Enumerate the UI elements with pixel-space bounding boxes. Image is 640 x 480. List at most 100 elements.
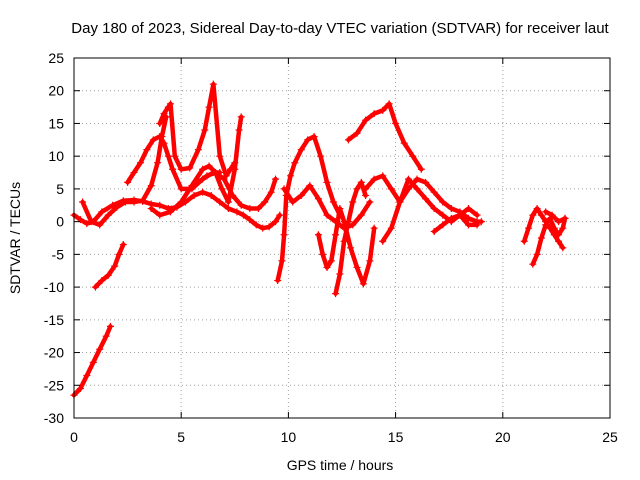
- data-point: [362, 116, 370, 124]
- data-point: [417, 165, 425, 173]
- data-point: [83, 371, 91, 379]
- data-point: [169, 165, 177, 173]
- y-tick-label: 25: [48, 50, 64, 66]
- y-tick-label: 10: [48, 148, 64, 164]
- x-tick-label: 5: [177, 429, 185, 445]
- data-point: [409, 152, 417, 160]
- data-point: [379, 106, 387, 114]
- x-tick-label: 20: [495, 429, 511, 445]
- series-arc-a: [70, 322, 114, 399]
- data-point: [76, 216, 84, 224]
- data-point: [160, 139, 168, 147]
- data-point: [96, 221, 104, 229]
- data-point: [212, 169, 220, 177]
- data-point: [537, 234, 545, 242]
- data-point: [104, 211, 112, 219]
- data-point: [209, 80, 217, 88]
- x-tick-label: 0: [70, 429, 78, 445]
- data-point: [357, 178, 365, 186]
- data-point: [370, 224, 378, 232]
- data-point: [422, 178, 430, 186]
- data-point: [199, 188, 207, 196]
- data-point: [224, 205, 232, 213]
- data-point: [520, 237, 528, 245]
- data-point: [265, 223, 273, 231]
- series-line: [333, 180, 368, 296]
- series-line: [346, 101, 424, 172]
- data-point: [119, 241, 127, 249]
- data-point: [216, 198, 224, 206]
- data-point: [387, 185, 395, 193]
- data-point: [548, 211, 556, 219]
- data-point: [224, 198, 232, 206]
- y-tick-label: 20: [48, 83, 64, 99]
- data-point: [205, 162, 213, 170]
- data-point: [237, 113, 245, 121]
- data-point: [447, 214, 455, 222]
- data-point: [156, 133, 164, 141]
- data-point: [329, 198, 337, 206]
- data-point: [156, 119, 164, 127]
- data-point: [156, 201, 164, 209]
- data-point: [473, 211, 481, 219]
- chart-title: Day 180 of 2023, Sidereal Day-to-day VTE…: [71, 20, 609, 37]
- data-point: [203, 172, 211, 180]
- y-tick-label: -20: [44, 345, 64, 361]
- series-arc-j: [280, 182, 374, 232]
- data-point: [349, 198, 357, 206]
- data-point: [119, 197, 127, 205]
- data-point: [235, 126, 243, 134]
- data-point: [336, 270, 344, 278]
- data-point: [89, 358, 97, 366]
- data-point: [379, 237, 387, 245]
- x-tick-label: 25: [602, 429, 618, 445]
- data-point: [304, 136, 312, 144]
- data-point: [106, 322, 114, 330]
- series-arc-g: [147, 113, 245, 219]
- grid: [74, 58, 610, 418]
- data-point: [555, 218, 563, 226]
- data-point: [422, 195, 430, 203]
- data-point: [79, 198, 87, 206]
- data-point: [336, 205, 344, 213]
- data-point: [199, 165, 207, 173]
- y-tick-label: -5: [52, 246, 65, 262]
- data-point: [362, 191, 370, 199]
- y-tick-label: -25: [44, 377, 64, 393]
- x-tick-label: 10: [281, 429, 297, 445]
- data-point: [537, 211, 545, 219]
- data-point: [430, 188, 438, 196]
- data-point: [396, 198, 404, 206]
- data-point: [190, 191, 198, 199]
- data-point: [188, 182, 196, 190]
- y-tick-label: -30: [44, 410, 64, 426]
- data-point: [366, 257, 374, 265]
- data-point: [205, 103, 213, 111]
- data-point: [306, 182, 314, 190]
- data-point: [246, 205, 254, 213]
- data-point: [156, 211, 164, 219]
- data-point: [259, 224, 267, 232]
- data-point: [280, 231, 288, 239]
- data-point: [473, 221, 481, 229]
- data-point: [91, 283, 99, 291]
- series-line: [196, 170, 278, 211]
- data-point: [370, 110, 378, 118]
- data-point: [139, 197, 147, 205]
- data-point: [278, 257, 286, 265]
- data-point: [323, 178, 331, 186]
- series-line: [316, 206, 377, 287]
- series-arc-k: [314, 205, 378, 288]
- data-point: [272, 218, 280, 226]
- data-point: [237, 201, 245, 209]
- data-point: [164, 152, 172, 160]
- data-point: [317, 152, 325, 160]
- data-point: [177, 165, 185, 173]
- series-arc-f: [156, 80, 239, 180]
- data-point: [529, 211, 537, 219]
- plot-frame: [73, 57, 611, 419]
- x-axis-label: GPS time / hours: [287, 457, 394, 473]
- series-arc-m: [344, 100, 425, 173]
- series-line: [521, 206, 566, 251]
- data-point: [239, 211, 247, 219]
